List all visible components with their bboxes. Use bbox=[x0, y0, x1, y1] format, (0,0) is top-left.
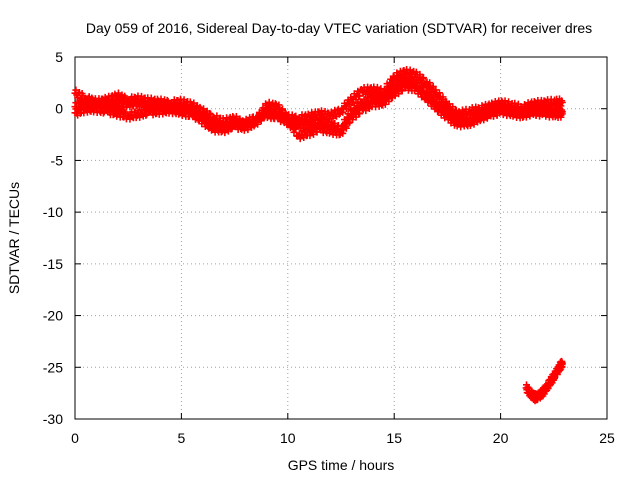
interpolated-marker bbox=[285, 114, 293, 122]
data-points bbox=[71, 65, 566, 405]
interpolated-marker bbox=[439, 93, 447, 101]
interpolated-marker bbox=[356, 110, 364, 118]
interpolated-marker bbox=[200, 111, 208, 119]
interpolated-marker bbox=[352, 113, 360, 121]
interpolated-marker bbox=[206, 115, 214, 123]
interpolated-marker bbox=[526, 112, 534, 120]
interpolated-marker bbox=[522, 113, 530, 121]
interpolated-marker bbox=[416, 84, 424, 92]
y-axis-label: SDTVAR / TECUs bbox=[6, 182, 22, 294]
interpolated-marker bbox=[381, 100, 389, 108]
interpolated-marker bbox=[362, 107, 370, 115]
data-point bbox=[558, 359, 566, 367]
interpolated-marker bbox=[435, 103, 443, 111]
y-tick-label: -30 bbox=[43, 411, 63, 427]
interpolated-marker bbox=[278, 105, 286, 113]
y-tick-labels: 5 0 -5 -10 -15 -20 -25 -30 bbox=[43, 49, 63, 427]
interpolated-marker bbox=[129, 101, 137, 109]
interpolated-marker bbox=[483, 113, 491, 121]
series-track-c bbox=[71, 79, 566, 143]
interpolated-marker bbox=[432, 86, 440, 94]
interpolated-marker bbox=[419, 88, 427, 96]
interpolated-marker bbox=[275, 101, 283, 109]
interpolated-marker bbox=[121, 108, 129, 116]
interpolated-marker bbox=[426, 79, 434, 87]
interpolated-marker bbox=[376, 97, 384, 105]
x-tick-label: 20 bbox=[493, 430, 509, 446]
interpolated-marker bbox=[385, 97, 393, 105]
interpolated-marker bbox=[429, 82, 437, 90]
plot-frame bbox=[74, 56, 608, 420]
interpolated-marker bbox=[342, 124, 350, 132]
interpolated-marker bbox=[395, 90, 403, 98]
interpolated-marker bbox=[397, 86, 405, 94]
interpolated-marker bbox=[142, 111, 150, 119]
y-tick-label: -25 bbox=[43, 359, 63, 375]
interpolated-marker bbox=[296, 135, 304, 143]
interpolated-marker bbox=[190, 99, 198, 107]
interpolated-marker bbox=[524, 383, 532, 391]
interpolated-marker bbox=[292, 125, 300, 133]
interpolated-marker bbox=[339, 129, 347, 137]
x-tick-label: 10 bbox=[280, 430, 296, 446]
interpolated-marker bbox=[329, 114, 337, 122]
data-point bbox=[558, 99, 566, 107]
x-axis-label: GPS time / hours bbox=[288, 457, 395, 473]
interpolated-marker bbox=[398, 87, 406, 95]
interpolated-marker bbox=[301, 119, 309, 127]
interpolated-marker bbox=[429, 97, 437, 105]
series-track-d bbox=[522, 357, 566, 405]
y-tick-label: -5 bbox=[51, 152, 64, 168]
y-tick-label: -15 bbox=[43, 256, 63, 272]
interpolated-marker bbox=[419, 75, 427, 83]
interpolated-marker bbox=[435, 89, 443, 97]
interpolated-marker bbox=[240, 123, 248, 131]
interpolated-marker bbox=[177, 104, 185, 112]
interpolated-marker bbox=[254, 117, 262, 125]
interpolated-marker bbox=[345, 119, 353, 127]
interpolated-marker bbox=[432, 100, 440, 108]
interpolated-marker bbox=[449, 113, 457, 121]
interpolated-marker bbox=[530, 97, 538, 105]
interpolated-marker bbox=[317, 115, 325, 123]
x-tick-label: 25 bbox=[599, 430, 615, 446]
y-tick-label: -10 bbox=[43, 204, 63, 220]
interpolated-marker bbox=[288, 119, 296, 127]
interpolated-marker bbox=[342, 105, 350, 113]
interpolated-marker bbox=[439, 106, 447, 114]
interpolated-marker bbox=[200, 105, 208, 113]
interpolated-marker bbox=[356, 92, 364, 100]
y-tick-label: -20 bbox=[43, 308, 63, 324]
data-point bbox=[558, 110, 566, 118]
interpolated-marker bbox=[419, 74, 427, 82]
axis-ticks bbox=[74, 56, 608, 420]
interpolated-marker bbox=[449, 103, 457, 111]
y-tick-label: 5 bbox=[55, 49, 63, 65]
x-tick-label: 5 bbox=[178, 430, 186, 446]
interpolated-marker bbox=[221, 127, 229, 135]
interpolated-marker bbox=[505, 105, 513, 113]
interpolated-marker bbox=[313, 128, 321, 136]
interpolated-marker bbox=[352, 96, 360, 104]
interpolated-marker bbox=[416, 70, 424, 78]
x-tick-label: 15 bbox=[386, 430, 402, 446]
interpolated-marker bbox=[339, 108, 347, 116]
x-tick-label: 0 bbox=[71, 430, 79, 446]
y-tick-label: 0 bbox=[55, 101, 63, 117]
x-tick-labels: 0 5 10 15 20 25 bbox=[71, 430, 615, 446]
interpolated-marker bbox=[426, 93, 434, 101]
chart-title: Day 059 of 2016, Sidereal Day-to-day VTE… bbox=[86, 20, 592, 36]
interpolated-marker bbox=[419, 89, 427, 97]
